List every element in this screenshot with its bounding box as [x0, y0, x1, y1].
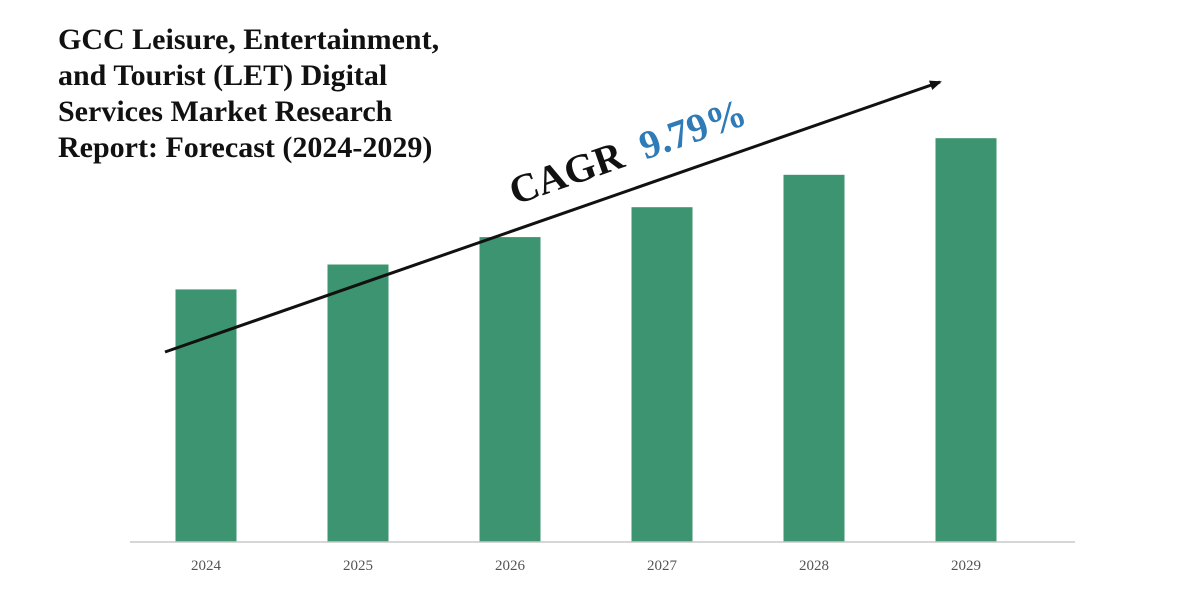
bar-2024 [175, 289, 237, 542]
x-tick-label-2028: 2028 [799, 558, 829, 574]
x-tick-label-2026: 2026 [495, 558, 526, 574]
bar-2027 [631, 207, 693, 542]
bar-2026 [479, 237, 541, 542]
cagr-prefix-text: CAGR [503, 132, 630, 214]
chart-title: GCC Leisure, Entertainment, and Tourist … [58, 23, 440, 164]
bars-layer [175, 138, 997, 543]
cagr-value-text: 9.79% [633, 90, 752, 169]
x-tick-label-2024: 2024 [191, 558, 222, 574]
cagr-label: CAGR 9.79% [503, 90, 752, 214]
x-tick-label-2029: 2029 [951, 558, 981, 574]
bar-2029 [935, 138, 997, 542]
bar-2025 [327, 264, 389, 542]
bar-2028 [783, 174, 845, 543]
cagr-annotation: CAGR 9.79% [503, 90, 752, 214]
x-tick-label-2027: 2027 [647, 558, 678, 574]
x-tick-label-2025: 2025 [343, 558, 373, 574]
cagr-trend-arrow [164, 80, 942, 354]
x-tick-labels: 2024 2025 2026 2027 2028 2029 [191, 558, 981, 574]
